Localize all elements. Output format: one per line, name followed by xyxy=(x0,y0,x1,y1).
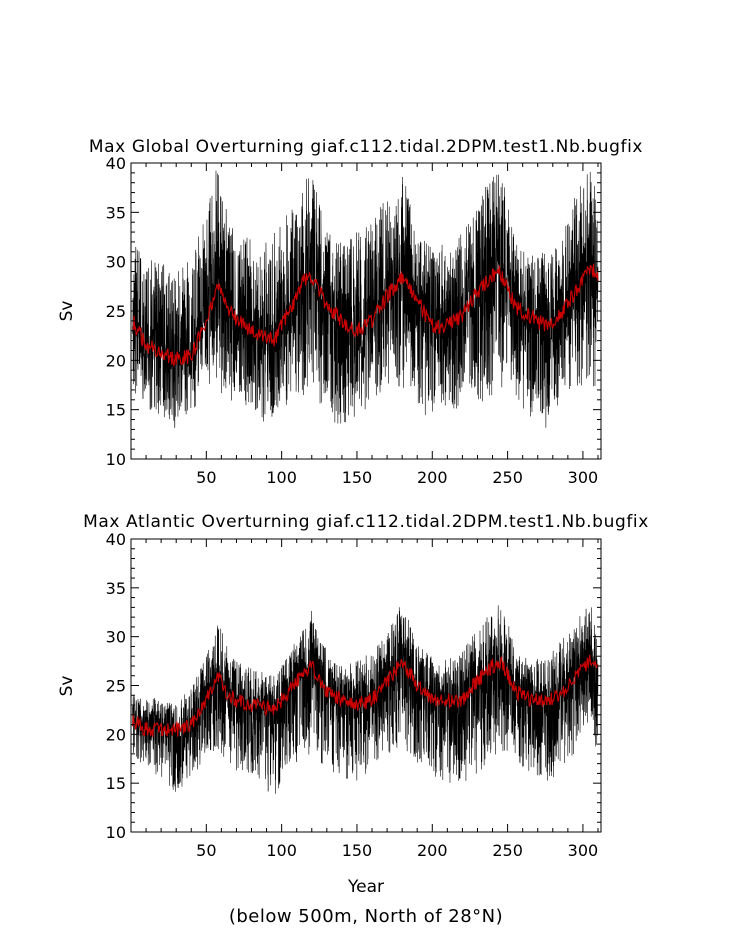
atlantic-y-tick-label: 15 xyxy=(106,774,126,793)
global-x-tick-label: 200 xyxy=(417,468,448,487)
atlantic-x-tick-label: 100 xyxy=(266,841,297,860)
atlantic-y-tick-label: 25 xyxy=(106,677,126,696)
global-x-tick-label: 50 xyxy=(196,468,216,487)
atlantic-x-tick-label: 300 xyxy=(568,841,599,860)
global-y-axis-label: Sv xyxy=(57,301,77,322)
global-x-tick-label: 250 xyxy=(492,468,523,487)
global-y-tick-label: 40 xyxy=(106,154,126,173)
global-y-tick-label: 35 xyxy=(106,203,126,222)
global-y-tick-label: 10 xyxy=(106,450,126,469)
atlantic-x-tick-label: 150 xyxy=(342,841,373,860)
global-plot-frame xyxy=(130,162,602,460)
atlantic-plot-frame xyxy=(130,538,602,833)
atlantic-y-tick-label: 10 xyxy=(106,823,126,842)
atlantic-y-tick-label: 40 xyxy=(106,530,126,549)
atlantic-x-axis-label: Year xyxy=(347,877,384,897)
global-y-tick-label: 15 xyxy=(106,401,126,420)
global-y-tick-label: 20 xyxy=(106,351,126,370)
atlantic-mean-series-line xyxy=(131,654,599,737)
atlantic-x-tick-label: 250 xyxy=(492,841,523,860)
global-mean-series-line xyxy=(132,263,599,368)
global-ticks-layer: 50 100 150 200 250 300 10 15 20 25 30 35 40 xyxy=(106,154,601,487)
global-chart-title: Max Global Overturning giaf.c112.tidal.2… xyxy=(89,137,643,157)
global-y-tick-label: 30 xyxy=(106,253,126,272)
atlantic-y-tick-label: 35 xyxy=(106,579,126,598)
atlantic-y-tick-label: 20 xyxy=(106,725,126,744)
global-x-tick-label: 300 xyxy=(568,468,599,487)
atlantic-y-tick-label: 30 xyxy=(106,628,126,647)
atlantic-chart-title: Max Atlantic Overturning giaf.c112.tidal… xyxy=(83,512,649,532)
atlantic-x-tick-label: 50 xyxy=(196,841,216,860)
global-x-tick-label: 100 xyxy=(266,468,297,487)
global-raw-series-line xyxy=(132,170,599,428)
atlantic-y-axis-label: Sv xyxy=(57,676,77,697)
atlantic-ticks-layer: 50 100 150 200 250 300 10 15 20 25 30 35 40 xyxy=(106,530,601,860)
global-y-tick-label: 25 xyxy=(106,302,126,321)
atlantic-series-layer xyxy=(131,605,599,794)
global-x-tick-label: 150 xyxy=(342,468,373,487)
global-series-layer xyxy=(132,170,599,428)
figure-footnote: (below 500m, North of 28°N) xyxy=(229,906,503,927)
global-overturning-panel: Max Global Overturning giaf.c112.tidal.2… xyxy=(57,137,643,487)
atlantic-overturning-panel: Max Atlantic Overturning giaf.c112.tidal… xyxy=(57,512,649,897)
atlantic-x-tick-label: 200 xyxy=(417,841,448,860)
